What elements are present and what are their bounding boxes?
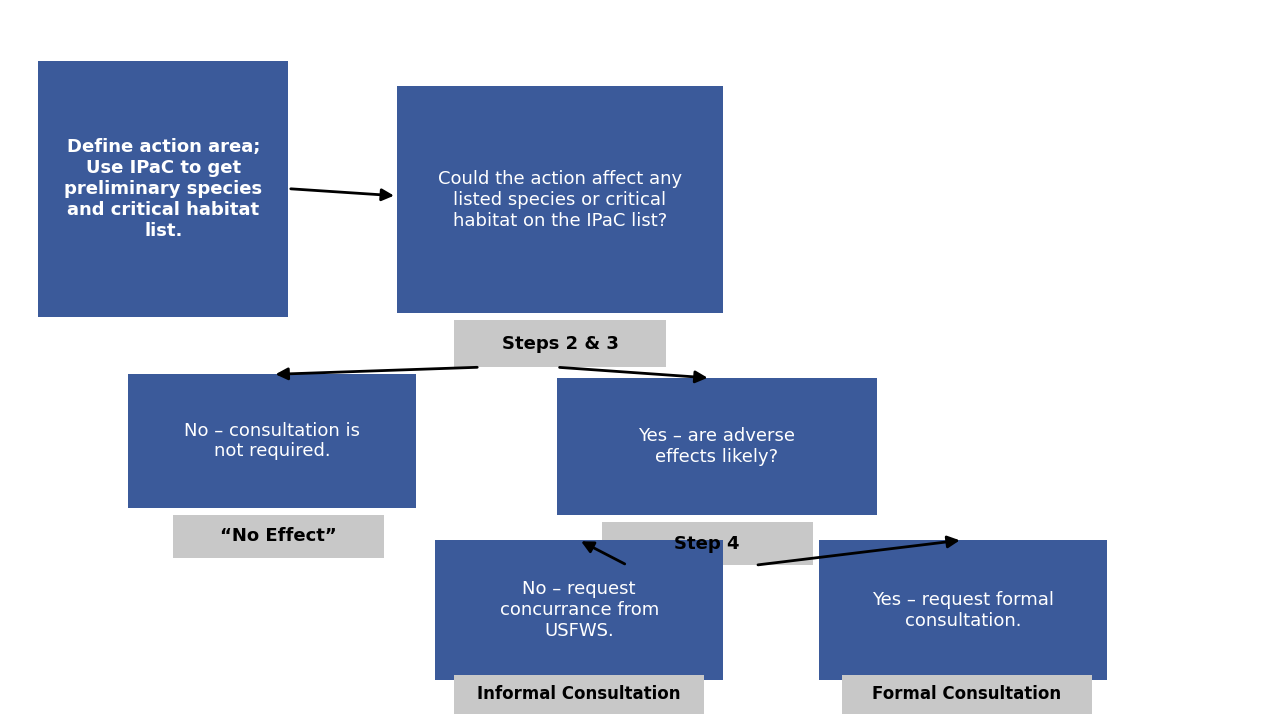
FancyBboxPatch shape	[602, 522, 813, 565]
Text: Step 4: Step 4	[675, 534, 740, 553]
Text: Informal Consultation: Informal Consultation	[477, 685, 681, 703]
FancyBboxPatch shape	[557, 378, 877, 515]
Text: No – consultation is
not required.: No – consultation is not required.	[184, 422, 360, 460]
FancyBboxPatch shape	[173, 515, 384, 558]
Text: Could the action affect any
listed species or critical
habitat on the IPaC list?: Could the action affect any listed speci…	[438, 170, 682, 230]
FancyBboxPatch shape	[38, 61, 288, 317]
Text: Yes – request formal
consultation.: Yes – request formal consultation.	[872, 591, 1055, 629]
FancyBboxPatch shape	[454, 320, 666, 367]
FancyBboxPatch shape	[435, 540, 723, 680]
FancyBboxPatch shape	[842, 675, 1092, 714]
FancyBboxPatch shape	[819, 540, 1107, 680]
Text: Define action area;
Use IPaC to get
preliminary species
and critical habitat
lis: Define action area; Use IPaC to get prel…	[64, 138, 262, 240]
Text: Steps 2 & 3: Steps 2 & 3	[502, 335, 618, 353]
Text: Yes – are adverse
effects likely?: Yes – are adverse effects likely?	[639, 427, 795, 466]
Text: Formal Consultation: Formal Consultation	[873, 685, 1061, 703]
Text: No – request
concurrance from
USFWS.: No – request concurrance from USFWS.	[499, 580, 659, 640]
FancyBboxPatch shape	[397, 86, 723, 313]
FancyBboxPatch shape	[128, 374, 416, 508]
FancyBboxPatch shape	[454, 675, 704, 714]
Text: “No Effect”: “No Effect”	[220, 527, 337, 546]
